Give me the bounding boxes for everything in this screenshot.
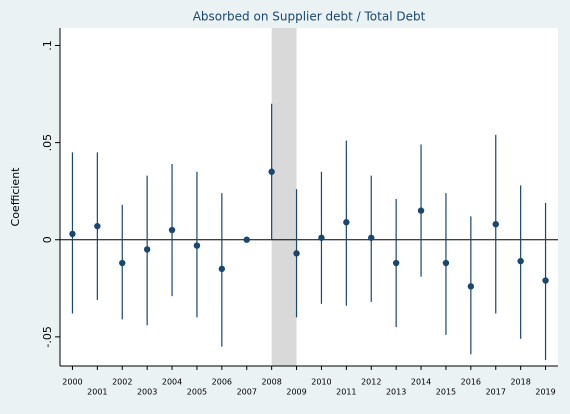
y-axis-label: Coefficient (9, 167, 22, 227)
x-tick-label: 2004 (162, 378, 182, 387)
point (218, 265, 226, 273)
point (343, 219, 350, 226)
x-tick-label: 2016 (461, 378, 481, 387)
point (293, 250, 300, 257)
x-tick-label: 2019 (535, 388, 555, 397)
x-tick-label: 2005 (187, 388, 207, 397)
point (392, 259, 400, 267)
point (69, 230, 76, 238)
x-tick-label: 2006 (212, 378, 232, 387)
point (119, 259, 126, 267)
plot-area (60, 28, 558, 366)
point (417, 207, 425, 214)
y-tick-label: -.05 (41, 326, 54, 347)
point (168, 226, 176, 234)
x-tick-label: 2000 (62, 378, 82, 387)
x-tick-label: 2012 (361, 378, 381, 387)
x-tick-label: 2002 (112, 378, 132, 387)
x-tick-label: 2013 (386, 388, 406, 397)
point (268, 168, 275, 175)
x-tick-label: 2007 (237, 388, 257, 397)
point (542, 277, 549, 284)
x-tick-label: 2018 (510, 378, 530, 387)
x-tick-label: 2014 (411, 378, 431, 387)
x-tick-label: 2015 (436, 388, 456, 397)
x-tick-label: 2008 (261, 378, 281, 387)
point (492, 220, 499, 228)
x-tick-label: 2011 (336, 388, 356, 397)
y-tick-label: .05 (41, 134, 54, 152)
chart-title: Absorbed on Supplier debt / Total Debt (193, 10, 426, 24)
point (467, 283, 475, 290)
point (368, 234, 375, 241)
point (143, 246, 151, 253)
point (193, 242, 201, 249)
x-tick-label: 2001 (87, 388, 107, 397)
y-tick-label: 0 (41, 236, 54, 243)
point (318, 234, 325, 241)
y-tick-label: .1 (41, 40, 54, 51)
x-tick-label: 2010 (311, 378, 331, 387)
highlight-band (271, 28, 297, 366)
x-tick-label: 2017 (486, 388, 506, 397)
point (517, 257, 524, 265)
point (243, 236, 250, 243)
x-tick-label: 2003 (137, 388, 157, 397)
x-tick-label: 2009 (286, 388, 306, 397)
point (442, 259, 450, 267)
point (94, 222, 101, 230)
